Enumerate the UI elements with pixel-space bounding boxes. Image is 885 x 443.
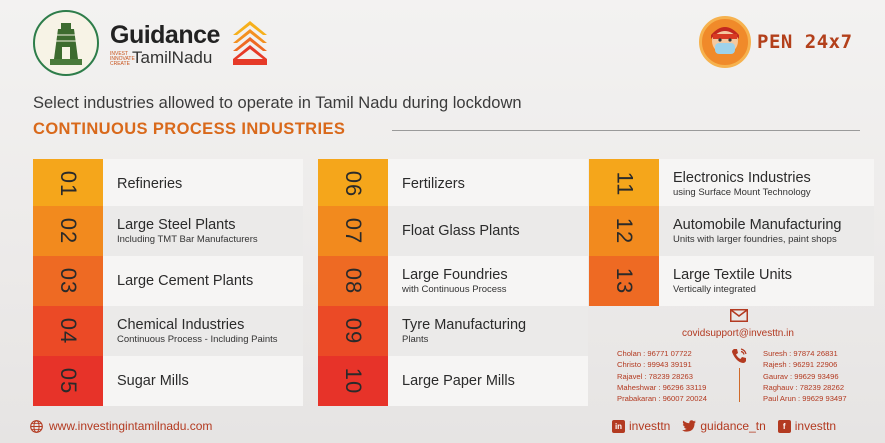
industry-title: Automobile Manufacturing xyxy=(673,217,842,233)
industry-number-tab: 05 xyxy=(33,356,103,406)
pen-24x7-label: PEN 24x7 xyxy=(757,31,853,53)
industry-card-02: 02 Large Steel Plants Including TMT Bar M… xyxy=(33,206,303,256)
industry-subtitle: Vertically integrated xyxy=(673,284,756,295)
industry-number-tab: 02 xyxy=(33,206,103,256)
industry-title: Tyre Manufacturing xyxy=(402,317,527,333)
industry-card-01: 01 Refineries xyxy=(33,159,303,209)
industry-title: Large Cement Plants xyxy=(117,272,254,289)
industry-title: Large Paper Mills xyxy=(402,372,515,389)
industry-number-tab: 10 xyxy=(318,356,388,406)
industry-number-tab: 09 xyxy=(318,306,388,356)
industry-card-10: 10 Large Paper Mills xyxy=(318,356,588,406)
industry-number-tab: 08 xyxy=(318,256,388,306)
industry-number-tab: 06 xyxy=(318,159,388,209)
facebook-link[interactable]: f investtn xyxy=(777,419,837,433)
facebook-handle[interactable]: investtn xyxy=(794,419,837,433)
industry-subtitle: Units with larger foundries, paint shops xyxy=(673,234,837,245)
industry-subtitle: Continuous Process - Including Paints xyxy=(117,334,278,345)
industry-title: Refineries xyxy=(117,175,183,192)
industry-title: Electronics Industries xyxy=(673,170,811,186)
guidance-tamilnadu-logo: Guidance INVEST INNOVATE CREATE TamilNad… xyxy=(110,22,220,67)
contact-entry: Gaurav : 99629 93496 xyxy=(763,371,839,381)
contacts-list-left: Cholan : 96771 07722 Christo : 99943 391… xyxy=(617,348,707,404)
industry-card-03: 03 Large Cement Plants xyxy=(33,256,303,306)
brand-subtitle: TamilNadu xyxy=(132,48,213,67)
section-title: CONTINUOUS PROCESS INDUSTRIES xyxy=(33,120,346,138)
industry-number-tab: 04 xyxy=(33,306,103,356)
industry-card-08: 08 Large Foundries with Continuous Proces… xyxy=(318,256,588,306)
industry-subtitle: using Surface Mount Technology xyxy=(673,187,811,198)
page-headline: Select industries allowed to operate in … xyxy=(33,94,522,112)
contact-entry: Christo : 99943 39191 xyxy=(617,360,692,370)
contact-entry: Paul Arun : 99629 93497 xyxy=(763,394,847,404)
industry-card-04: 04 Chemical Industries Continuous Process… xyxy=(33,306,303,356)
mail-icon xyxy=(730,309,748,322)
industry-number-tab: 01 xyxy=(33,159,103,209)
tamil-nadu-government-seal xyxy=(33,10,99,76)
brand-tagline: INVEST INNOVATE CREATE xyxy=(110,51,135,67)
contact-entry: Rajesh : 96291 22906 xyxy=(763,360,838,370)
industry-card-05: 05 Sugar Mills xyxy=(33,356,303,406)
support-email-link[interactable]: covidsupport@investtn.in xyxy=(682,328,794,339)
industry-title: Fertilizers xyxy=(402,175,465,192)
industry-card-07: 07 Float Glass Plants xyxy=(318,206,588,256)
industry-title: Large Steel Plants xyxy=(117,217,236,233)
masked-worker-icon xyxy=(711,27,739,54)
twitter-handle[interactable]: guidance_tn xyxy=(700,419,766,433)
brand-wordmark: Guidance xyxy=(110,21,220,49)
contacts-list-right: Suresh : 97874 26831 Rajesh : 96291 2290… xyxy=(763,348,847,404)
temple-gopuram-icon xyxy=(50,23,82,65)
industry-title: Sugar Mills xyxy=(117,372,189,389)
linkedin-icon: in xyxy=(612,419,625,433)
website-url[interactable]: www.investingintamilnadu.com xyxy=(49,419,213,433)
industry-card-09: 09 Tyre Manufacturing Plants xyxy=(318,306,588,356)
industry-title: Large Foundries xyxy=(402,267,508,283)
industry-number-tab: 03 xyxy=(33,256,103,306)
industry-number-tab: 11 xyxy=(589,159,659,209)
contacts-divider xyxy=(739,368,740,402)
linkedin-link[interactable]: in investtn xyxy=(612,419,670,433)
twitter-link[interactable]: guidance_tn xyxy=(682,419,766,433)
industry-title: Large Textile Units xyxy=(673,267,793,283)
twitter-bird-icon xyxy=(682,420,697,432)
contact-entry: Rajavel : 78239 28263 xyxy=(617,371,693,381)
pen-mascot-logo xyxy=(699,16,751,68)
contact-entry: Maheshwar : 96296 33119 xyxy=(617,382,707,392)
phone-icon xyxy=(732,348,747,363)
industry-title: Chemical Industries xyxy=(117,317,245,333)
title-divider xyxy=(392,130,860,131)
industry-number-tab: 12 xyxy=(589,206,659,256)
industry-subtitle: Including TMT Bar Manufacturers xyxy=(117,234,258,245)
industry-title: Float Glass Plants xyxy=(402,222,520,239)
industry-number-tab: 07 xyxy=(318,206,388,256)
industry-card-12: 12 Automobile Manufacturing Units with la… xyxy=(589,206,874,256)
industry-number-tab: 13 xyxy=(589,256,659,306)
contact-entry: Suresh : 97874 26831 xyxy=(763,349,838,358)
globe-icon xyxy=(30,419,43,433)
industry-subtitle: Plants xyxy=(402,334,429,345)
contact-entry: Raghauv : 78239 28262 xyxy=(763,382,845,392)
industry-card-06: 06 Fertilizers xyxy=(318,159,588,209)
guidance-chevron-mark-icon xyxy=(233,21,267,65)
industry-card-11: 11 Electronics Industries using Surface M… xyxy=(589,159,874,209)
footer-website[interactable]: www.investingintamilnadu.com xyxy=(30,419,212,433)
industry-subtitle: with Continuous Process xyxy=(402,284,507,295)
linkedin-handle[interactable]: investtn xyxy=(629,419,671,433)
social-links: in investtn guidance_tn f investtn xyxy=(612,419,848,433)
facebook-icon: f xyxy=(777,419,791,433)
contact-entry: Cholan : 96771 07722 xyxy=(617,349,692,358)
industry-card-13: 13 Large Textile Units Vertically integra… xyxy=(589,256,874,306)
contact-entry: Prabakaran : 96007 20024 xyxy=(617,394,707,404)
